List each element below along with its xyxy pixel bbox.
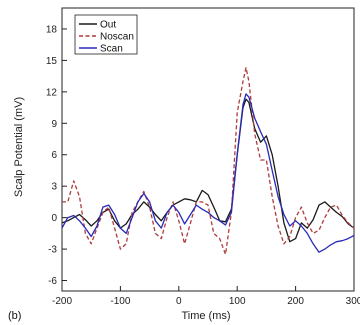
legend-label-out: Out: [100, 20, 116, 31]
legend-label-noscan: Noscan: [100, 32, 134, 43]
series-line-noscan: [62, 67, 355, 255]
x-tick-label: -200: [52, 296, 72, 307]
series-line-scan: [61, 93, 355, 253]
x-axis-label: Time (ms): [181, 310, 230, 322]
y-tick-label: -6: [48, 276, 57, 287]
legend-label-scan: Scan: [100, 44, 123, 55]
y-tick-label: 3: [51, 182, 57, 193]
legend-box: [74, 14, 138, 55]
y-tick-label: 9: [51, 119, 57, 130]
panel-label: (b): [8, 310, 21, 322]
series-line-out: [61, 98, 355, 243]
x-tick-label: 0: [176, 296, 182, 307]
y-tick-label: 18: [46, 24, 58, 35]
x-tick-label: -100: [110, 296, 130, 307]
y-tick-label: 0: [51, 213, 57, 224]
y-tick-label: 15: [46, 56, 58, 67]
x-tick-label: 200: [287, 296, 304, 307]
x-tick-label: 300: [346, 296, 360, 307]
y-axis-label: Scalp Potential (mV): [13, 97, 25, 197]
x-tick-label: 100: [229, 296, 246, 307]
plot-frame: [61, 7, 355, 292]
y-tick-label: 12: [46, 87, 58, 98]
y-tick-label: -3: [48, 245, 57, 256]
y-tick-label: 6: [51, 150, 57, 161]
